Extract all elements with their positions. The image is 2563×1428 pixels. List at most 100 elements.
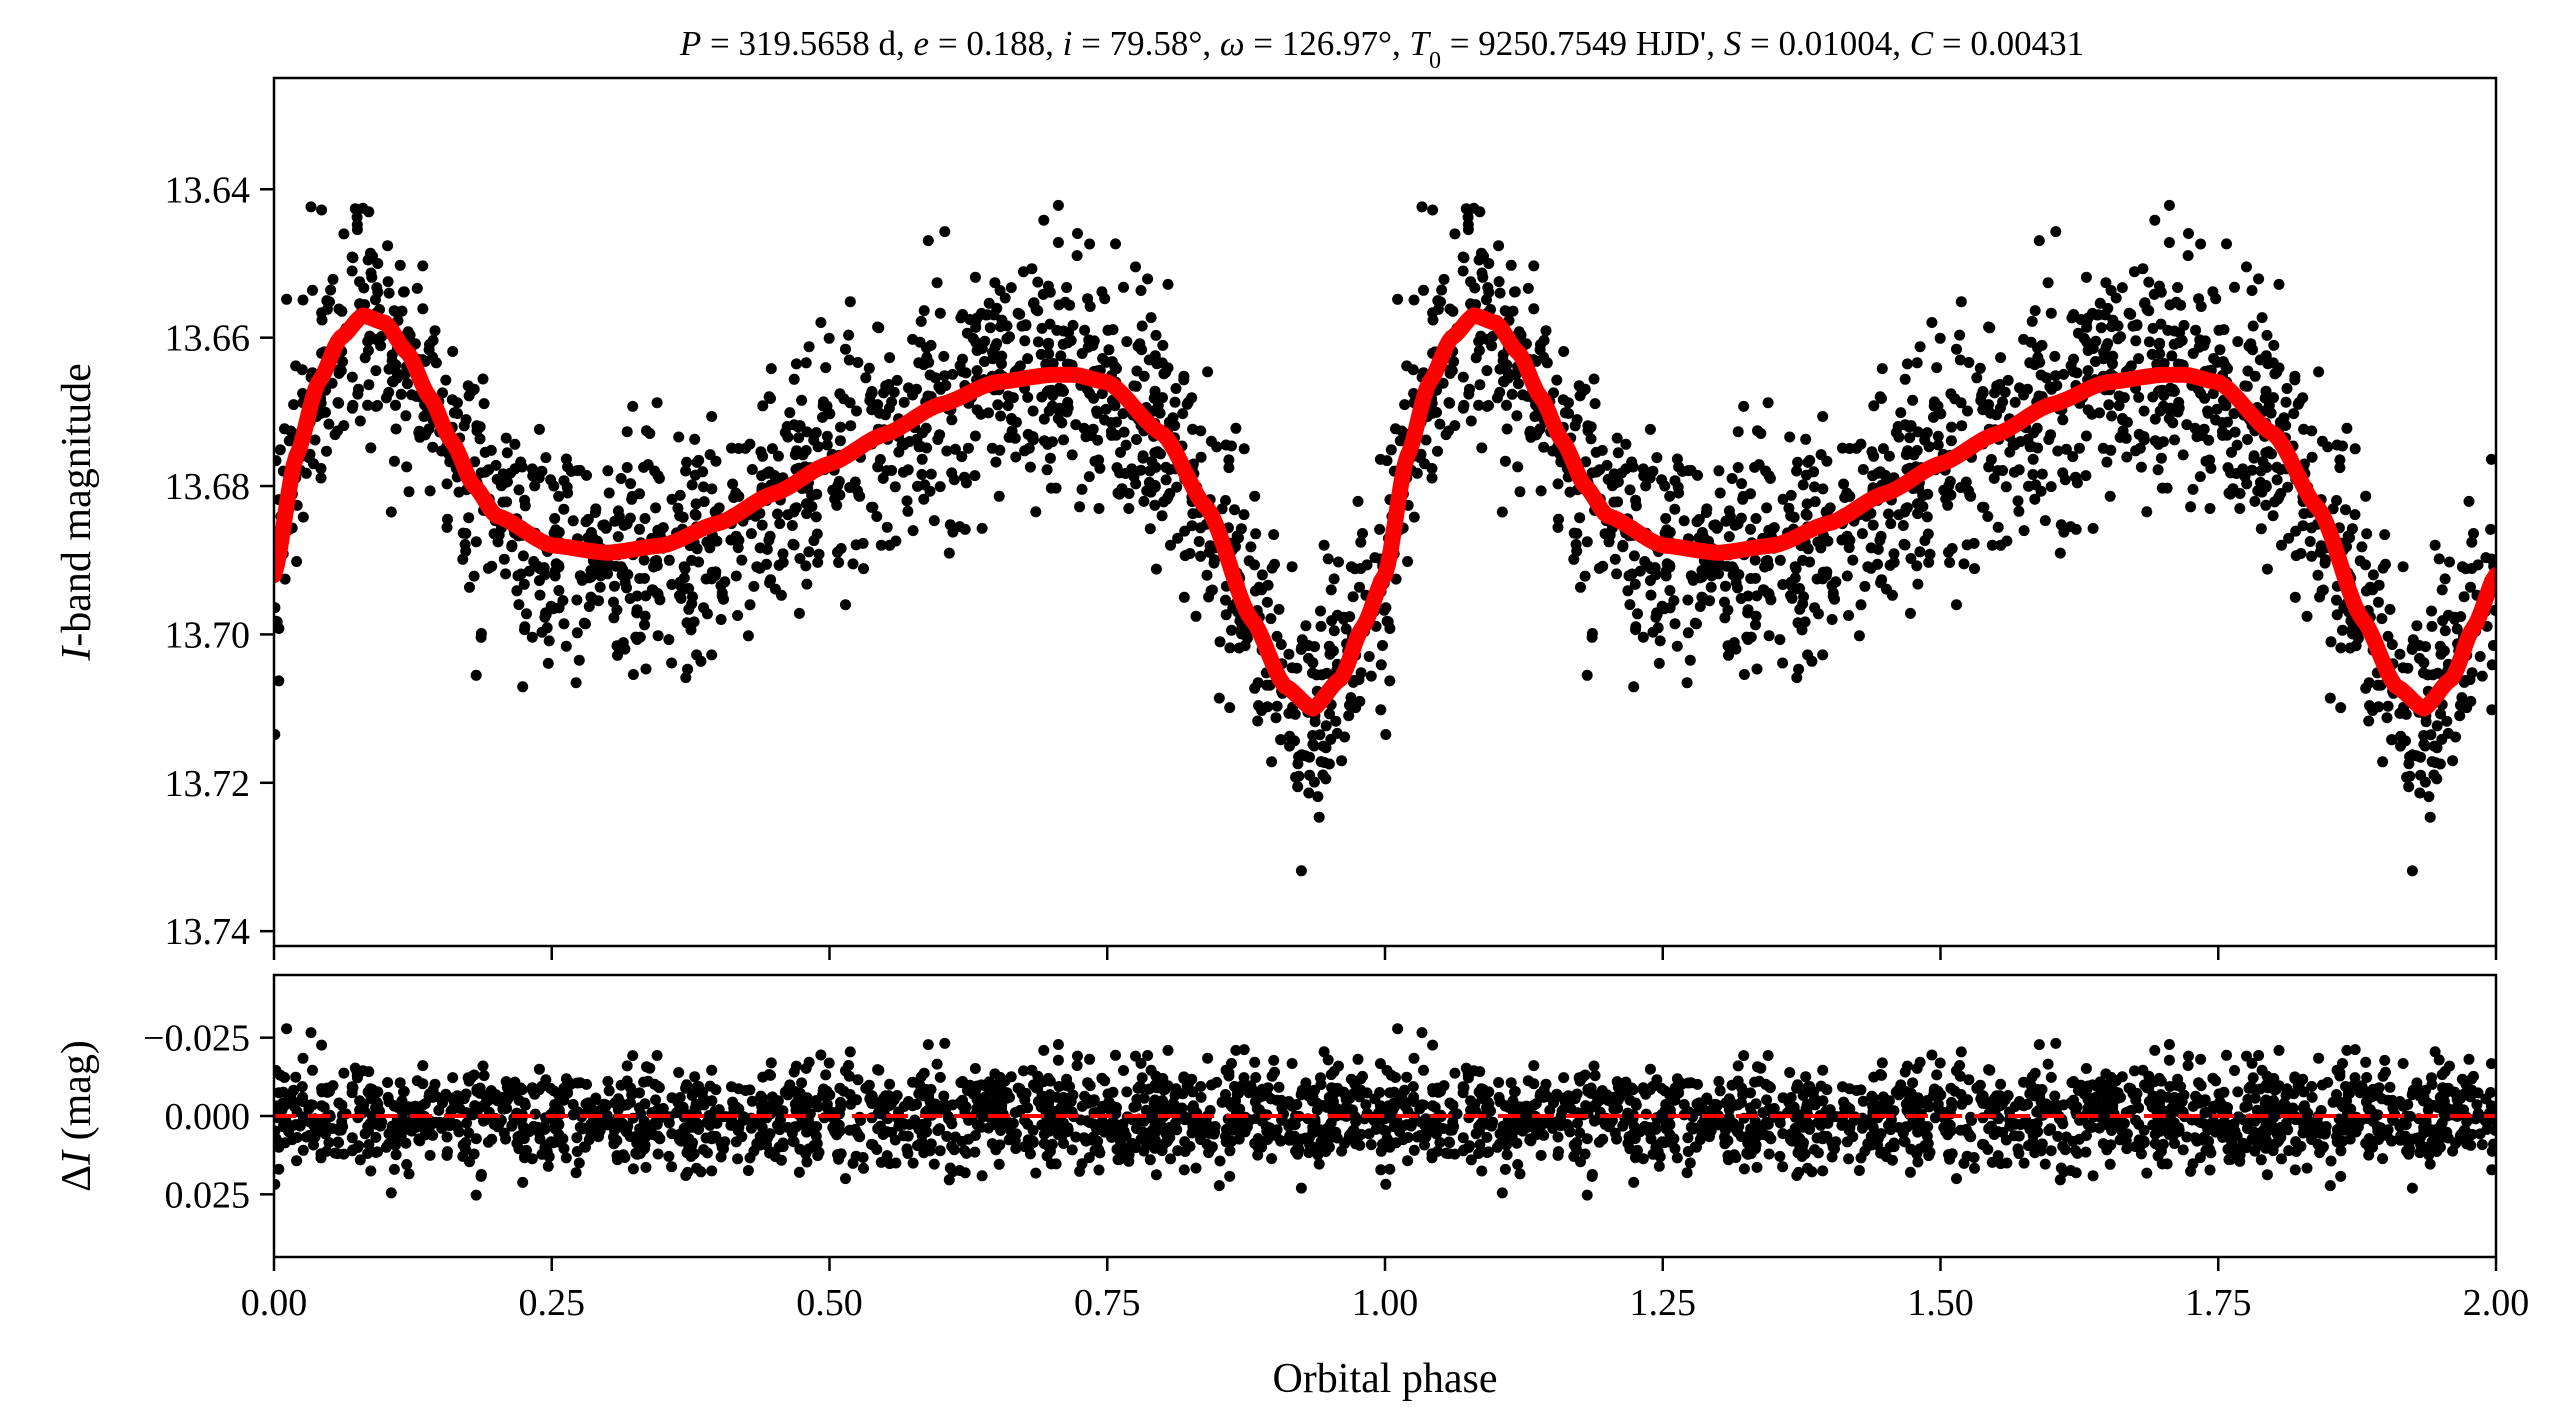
residual-point — [274, 1163, 285, 1175]
observation-point — [2400, 708, 2412, 720]
observation-point — [362, 345, 374, 356]
observation-point — [627, 669, 639, 680]
observation-point — [788, 373, 800, 385]
observation-point — [618, 519, 630, 531]
observation-point — [1044, 286, 1056, 298]
observation-point — [1032, 336, 1044, 348]
observation-point — [915, 315, 927, 327]
observation-point — [2344, 532, 2355, 544]
observation-point — [1893, 431, 1905, 443]
observation-point — [1238, 509, 1250, 521]
observation-point — [1131, 365, 1143, 377]
residual-point — [934, 1123, 946, 1135]
observation-point — [1691, 516, 1703, 528]
observation-point — [2431, 742, 2443, 754]
observation-point — [843, 329, 855, 341]
observation-point — [1971, 372, 1983, 384]
observation-point — [625, 478, 637, 490]
observation-point — [727, 478, 739, 490]
observation-point — [2049, 350, 2061, 362]
observation-point — [1308, 740, 1320, 752]
observation-point — [959, 471, 970, 483]
observation-point — [1797, 479, 1809, 491]
observation-point — [518, 578, 530, 590]
observation-point — [1082, 293, 1094, 305]
observation-point — [1995, 352, 2007, 364]
residual-point — [1318, 1046, 1330, 1058]
observation-point — [834, 435, 846, 447]
residual-point — [1738, 1050, 1750, 1062]
observation-point — [615, 473, 627, 484]
observation-point — [1407, 364, 1419, 376]
observation-point — [1817, 649, 1829, 661]
observation-point — [2248, 452, 2260, 464]
observation-point — [2466, 667, 2478, 679]
observation-point — [1156, 510, 1168, 522]
observation-point — [1843, 610, 1855, 621]
observation-point — [1986, 539, 1998, 551]
observation-point — [1999, 386, 2011, 398]
observation-point — [957, 309, 969, 320]
residual-point — [1018, 1065, 1029, 1077]
observation-point — [1687, 574, 1699, 586]
observation-point — [1581, 669, 1593, 681]
observation-point — [2067, 451, 2079, 463]
observation-point — [1820, 506, 1832, 518]
residual-point — [834, 1082, 846, 1094]
observation-point — [1208, 557, 1220, 569]
model-curve — [274, 307, 2496, 717]
observation-point — [1322, 553, 1334, 565]
observation-point — [1671, 640, 1683, 652]
observation-point — [1041, 464, 1053, 476]
observation-point — [1750, 610, 1762, 622]
observation-point — [1143, 476, 1155, 488]
observation-point — [1164, 488, 1176, 499]
observation-point — [429, 325, 441, 337]
observation-point — [1951, 343, 1962, 355]
residual-point — [2349, 1044, 2361, 1056]
title-c-value: = 0.00431 — [1933, 24, 2084, 63]
residual-point — [1333, 1060, 1344, 1072]
observation-point — [1548, 387, 1559, 399]
observation-point — [1955, 397, 1967, 409]
observation-point — [351, 211, 363, 223]
residual-point — [329, 1147, 341, 1159]
observation-point — [401, 378, 413, 390]
residual-point — [1440, 1147, 1452, 1159]
observation-point — [1150, 329, 1162, 341]
observation-point — [2349, 509, 2361, 521]
observation-point — [1586, 631, 1598, 643]
observation-point — [765, 363, 777, 375]
observation-point — [686, 479, 698, 491]
observation-point — [1043, 405, 1055, 417]
observation-point — [1637, 631, 1649, 643]
title-s-symbol: S — [1724, 24, 1742, 63]
residual-point — [1496, 1187, 1508, 1199]
observation-point — [2081, 321, 2093, 333]
observation-point — [943, 547, 955, 559]
residual-point — [2313, 1052, 2325, 1064]
observation-point — [1325, 584, 1337, 596]
observation-point — [509, 438, 521, 450]
observation-point — [2363, 677, 2375, 689]
residual-point — [1249, 1056, 1261, 1068]
observation-point — [971, 312, 983, 324]
observation-point — [2141, 506, 2153, 518]
observation-point — [1506, 388, 1518, 400]
residual-point — [1984, 1064, 1996, 1076]
observation-point — [1443, 397, 1455, 409]
residual-point — [1535, 1149, 1547, 1161]
observation-point — [1264, 679, 1276, 691]
observation-point — [1171, 481, 1183, 493]
observation-point — [1924, 548, 1936, 560]
observation-point — [1474, 206, 1486, 218]
observation-point — [1230, 422, 1242, 434]
residual-point — [338, 1148, 350, 1160]
observation-point — [1187, 423, 1199, 435]
residual-point — [801, 1156, 813, 1168]
observation-point — [793, 432, 805, 444]
observation-point — [1921, 511, 1933, 523]
observation-point — [2167, 384, 2179, 395]
observation-point — [2138, 405, 2150, 417]
observation-point — [1178, 370, 1190, 382]
